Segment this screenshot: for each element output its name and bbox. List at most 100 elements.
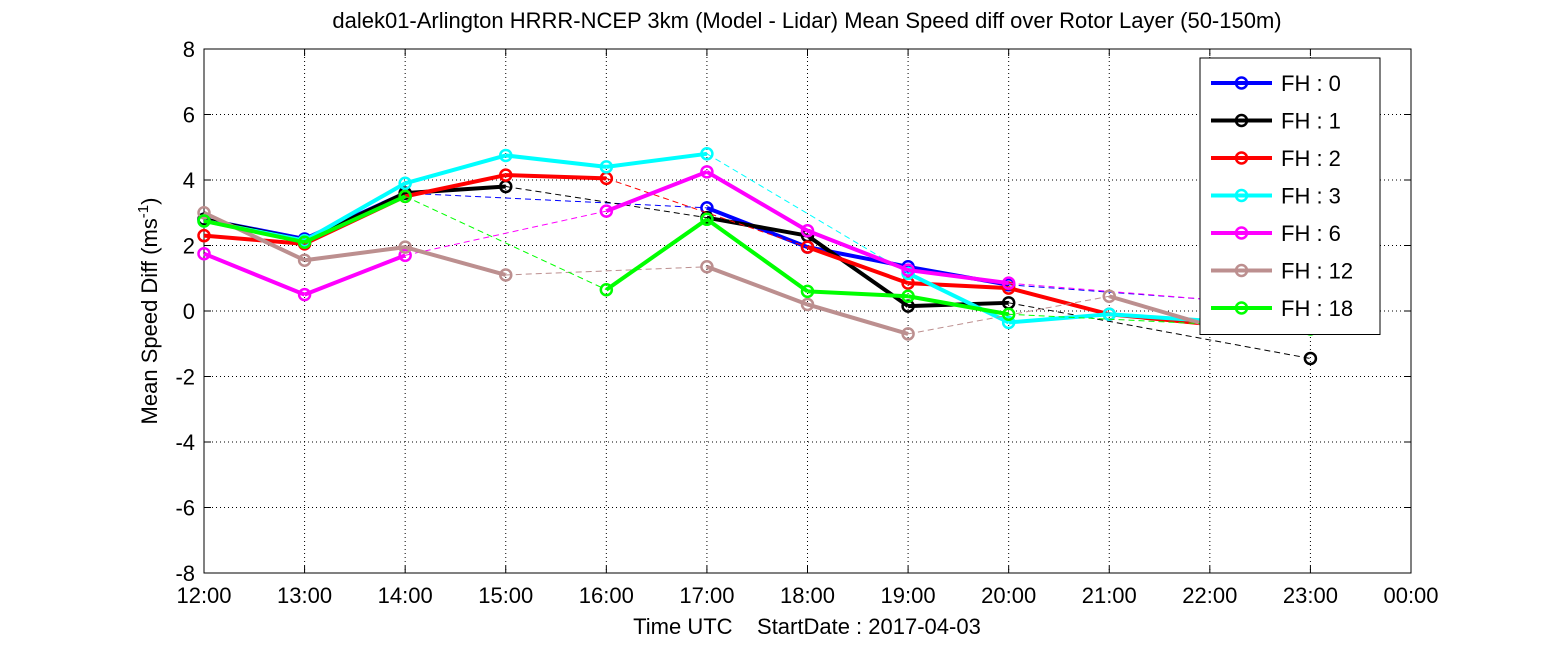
legend-label: FH : 1 [1281,109,1341,134]
series-gap-segment [405,192,707,209]
series-segment [605,217,709,292]
legend-item: FH : 12 [1211,259,1353,284]
data-point [297,287,312,302]
series-segment [907,268,1009,286]
series-segment [1108,294,1211,328]
data-point [800,240,815,254]
legend-item: FH : 3 [1211,184,1341,209]
legend-marker [1234,226,1249,240]
series-segment [605,169,708,213]
grid [204,49,1411,573]
data-point [398,176,412,191]
legend-marker [1234,151,1249,165]
data-point [1102,307,1116,322]
series-gap-segment [1008,284,1210,301]
x-tick-label: 14:00 [378,583,433,608]
series-segment [1008,312,1110,325]
legend-label: FH : 6 [1281,221,1341,246]
series-segment [806,228,909,272]
legend-label: FH : 2 [1281,146,1341,171]
x-tick-label: 16:00 [579,583,634,608]
legend-marker [1234,263,1249,278]
series-segment [806,302,909,336]
legend-label: FH : 0 [1281,71,1341,96]
series-segment [303,194,406,245]
series-segment [907,281,1009,291]
y-tick-label: -4 [175,430,195,455]
x-tick-label: 19:00 [881,583,936,608]
legend-marker [1234,76,1249,90]
series-segment [203,210,306,263]
series-segment [203,233,305,246]
series-segment [203,251,306,297]
y-tick-label: -2 [175,365,195,390]
data-point [599,282,614,297]
x-tick-label: 17:00 [679,583,734,608]
data-point [800,284,815,299]
series-gap-segment [706,153,909,274]
data-point [800,224,815,238]
data-point [599,204,614,218]
series-layer [197,147,1318,366]
data-point [398,248,412,263]
data-point [197,246,211,261]
series-gap-segment [1008,302,1311,359]
data-point [297,253,312,267]
x-axis-label: Time UTC StartDate : 2017-04-03 [633,614,981,639]
y-tick-label: 8 [183,37,195,62]
series-segment [705,170,809,233]
x-tick-label: 22:00 [1182,583,1237,608]
x-axis: 12:00 13:00 14:00 15:00 16:00 17:00 18:00 19:00… [176,49,1439,608]
series-gap-segment [907,295,1110,335]
data-point [398,240,412,254]
x-tick-label: 20:00 [981,583,1036,608]
x-tick-label: 12:00 [176,583,231,608]
y-axis-label-close: ) [137,198,162,205]
y-tick-label: 4 [183,168,195,193]
data-point [1102,289,1116,304]
x-tick-label: 21:00 [1082,583,1137,608]
y-tick-label: -6 [175,496,195,521]
x-tick-label: 13:00 [277,583,332,608]
series-gap-segment [606,177,808,248]
legend-item: FH : 18 [1211,296,1353,321]
series-segment [706,215,808,238]
data-point [499,268,513,282]
data-point [1303,351,1318,366]
series-segment [505,173,607,181]
legend-marker [1234,113,1249,128]
series-segment [705,217,809,293]
data-point [197,228,211,243]
data-point [297,235,312,249]
data-point [700,212,714,227]
legend-item: FH : 0 [1211,71,1341,96]
y-axis-label: Mean Speed Diff (ms-1) [135,198,162,425]
data-point [599,160,614,174]
x-tick-label: 18:00 [780,583,835,608]
legend-item: FH : 6 [1211,221,1341,246]
series-segment [606,151,708,169]
data-point [398,189,412,204]
series-segment [1008,286,1110,317]
y-tick-label: -8 [175,561,195,586]
data-point [700,165,714,179]
series-segment [806,245,909,286]
data-point [901,263,915,277]
data-point [1001,276,1016,290]
data-point [1001,307,1016,322]
series-segment [706,264,809,307]
series-gap-segment [505,266,707,276]
x-tick-label: 00:00 [1383,583,1438,608]
y-tick-label: 0 [183,299,195,324]
legend: FH : 0 FH : 1 FH : 2 FH : 3 FH : 6 FH : 12 FH … [1199,57,1381,335]
legend-item: FH : 1 [1211,109,1341,134]
legend-label: FH : 18 [1281,296,1353,321]
series-segment [404,153,507,186]
series-segment [404,245,507,277]
series-segment [304,245,406,263]
data-point [700,260,714,274]
series-segment [203,218,305,245]
series-segment [404,173,507,199]
series-segment [303,181,407,243]
